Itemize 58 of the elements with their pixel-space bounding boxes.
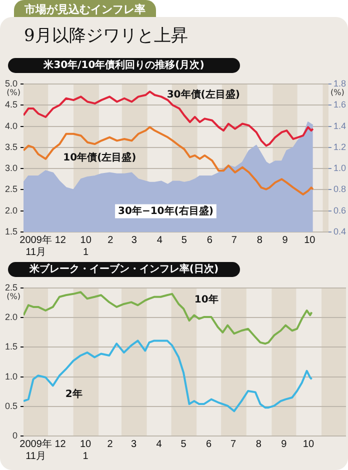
x-tick-label: 10 [302, 438, 314, 450]
x-tick-label: 9 [282, 234, 288, 246]
y-tick-label: 0.5 [4, 400, 18, 411]
y-tick-label: 2.5 [4, 184, 18, 194]
chart-title: 米ブレーク・イーブン・インフレ率(日次) [8, 262, 240, 277]
y2-axis-title: (%) [330, 88, 344, 97]
y-tick-label: 0 [12, 430, 18, 440]
series-label: 10年債(左目盛) [63, 152, 136, 164]
y-tick-label: 1.0 [4, 371, 18, 382]
x-tick-label: 2009年 11月 [20, 438, 52, 462]
series-label: 30年債(左目盛) [166, 88, 240, 101]
y-tick-label: 3.5 [4, 142, 18, 152]
x-tick-label: 6 [206, 438, 212, 450]
text: 9月以降ジワリと上昇 [24, 25, 188, 47]
x-tick-label: 4 [156, 438, 162, 450]
y-tick-label: 2.5 [4, 282, 18, 292]
x-tick-label: 5 [181, 234, 188, 246]
y-tick-label: 4.5 [4, 100, 18, 110]
series-label: 30年−10年(右目盛) [118, 204, 214, 217]
x-tick-label: 10 1 [80, 234, 92, 258]
x-tick-label: 7 [231, 234, 238, 246]
y2-tick-label: 1.4 [333, 120, 346, 131]
x-tick-label: 2 [107, 438, 114, 450]
x-tick-label: 8 [256, 438, 262, 450]
y-tick-label: 4.0 [4, 120, 18, 131]
x-tick-label: 8 [256, 234, 263, 246]
x-tick-label: 10 1 [80, 438, 92, 462]
x-tick-label: 4 [156, 234, 163, 246]
y-tick-label: 1.5 [4, 226, 18, 236]
x-tick-label: 12 [54, 438, 66, 450]
x-tick-label: 12 [54, 234, 66, 246]
y2-tick-label: 0.6 [333, 205, 346, 216]
x-tick-label: 3 [131, 234, 138, 246]
x-tick-label: 7 [230, 438, 237, 450]
x-tick-label: 2009年 11月 [20, 234, 52, 258]
text: 市場が見込むインフレ率 [14, 0, 156, 22]
y-axis-title: (%) [6, 292, 21, 301]
y2-tick-label: 1.8 [333, 78, 346, 88]
y-tick-label: 2.0 [4, 312, 18, 322]
y2-tick-label: 1.6 [333, 100, 346, 110]
y2-tick-label: 1.0 [333, 163, 346, 174]
x-tick-label: 2 [108, 234, 114, 246]
chart-title: 米30年/10年債利回りの推移(月次) [8, 58, 240, 73]
y2-tick-label: 1.2 [333, 142, 346, 152]
y-tick-label: 5.0 [4, 78, 18, 88]
y-tick-label: 3.0 [4, 163, 18, 174]
x-tick-label: 5 [180, 438, 187, 450]
y-axis-title: (%) [6, 88, 21, 97]
x-tick-label: 10 [304, 234, 316, 246]
x-tick-label: 6 [206, 234, 213, 246]
y-tick-label: 1.5 [4, 342, 18, 352]
series-label: 10年 [194, 293, 218, 306]
x-tick-label: 3 [130, 438, 137, 450]
series-label: 2年 [65, 388, 82, 400]
y-tick-label: 2.0 [4, 205, 18, 216]
y2-tick-label: 0.8 [333, 184, 346, 194]
x-tick-label: 9 [281, 438, 288, 450]
y2-tick-label: 0.4 [333, 226, 346, 236]
